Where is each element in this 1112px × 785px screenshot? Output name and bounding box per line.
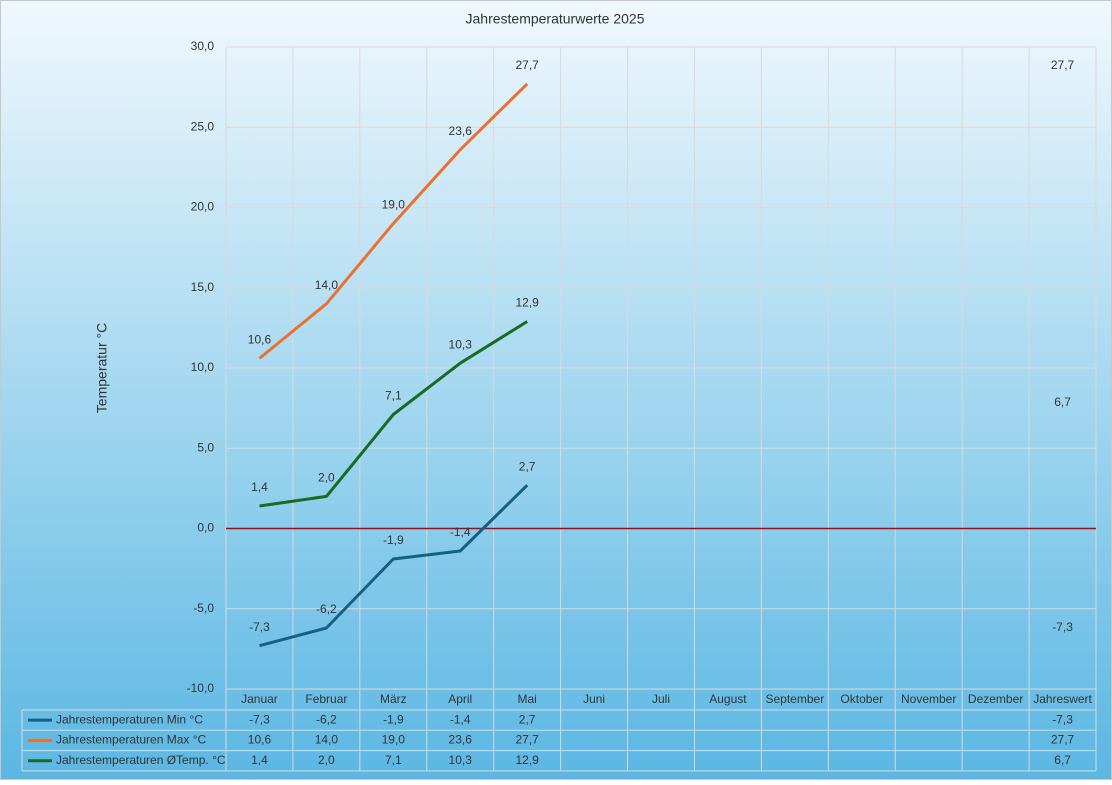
y-tick-label: -5,0: [193, 601, 214, 615]
table-cell: -7,3: [1052, 712, 1073, 726]
table-cell: -7,3: [249, 712, 270, 726]
y-tick-label: 20,0: [191, 200, 215, 214]
x-tick-label: Januar: [241, 692, 278, 706]
legend-label: Jahrestemperaturen Min °C: [56, 712, 203, 726]
y-tick-label: 10,0: [191, 360, 215, 374]
table-cell: 6,7: [1054, 753, 1071, 767]
x-tick-label: Jahreswert: [1033, 692, 1092, 706]
data-label: 27,7: [1051, 58, 1075, 72]
y-tick-label: 5,0: [197, 440, 214, 454]
x-tick-label: April: [448, 692, 472, 706]
data-label: 14,0: [315, 278, 339, 292]
data-label: -1,4: [450, 525, 471, 539]
data-label: 1,4: [251, 480, 268, 494]
y-tick-label: 15,0: [191, 280, 215, 294]
table-cell: 12,9: [515, 753, 539, 767]
legend-label: Jahrestemperaturen ØTemp. °C: [56, 753, 226, 767]
data-label: 10,3: [449, 337, 473, 351]
x-tick-label: Juli: [652, 692, 670, 706]
table-cell: -6,2: [316, 712, 337, 726]
x-tick-label: Dezember: [968, 692, 1023, 706]
table-cell: 19,0: [382, 733, 406, 747]
y-tick-label: 25,0: [191, 119, 215, 133]
data-label: 12,9: [515, 296, 539, 310]
data-label: -6,2: [316, 602, 337, 616]
x-tick-label: November: [901, 692, 956, 706]
y-tick-label: 30,0: [191, 39, 215, 53]
table-cell: 10,3: [449, 753, 473, 767]
y-axis-title: Temperatur °C: [94, 323, 110, 413]
data-label: 27,7: [515, 58, 539, 72]
data-label: 2,7: [519, 459, 536, 473]
y-tick-label: 0,0: [197, 521, 214, 535]
table-cell: 1,4: [251, 753, 268, 767]
data-label: 7,1: [385, 389, 402, 403]
data-label: 19,0: [382, 198, 406, 212]
table-cell: -1,4: [450, 712, 471, 726]
data-label: 23,6: [449, 124, 473, 138]
x-tick-label: September: [765, 692, 824, 706]
table-cell: 2,7: [519, 712, 536, 726]
x-tick-label: Februar: [305, 692, 347, 706]
x-tick-label: August: [709, 692, 747, 706]
legend-label: Jahrestemperaturen Max °C: [56, 733, 207, 747]
table-cell: -1,9: [383, 712, 404, 726]
table-cell: 7,1: [385, 753, 402, 767]
table-cell: 14,0: [315, 733, 339, 747]
table-cell: 10,6: [248, 733, 272, 747]
x-tick-label: Oktober: [840, 692, 883, 706]
table-cell: 2,0: [318, 753, 335, 767]
data-label: -1,9: [383, 533, 404, 547]
chart-title: Jahrestemperaturwerte 2025: [466, 11, 645, 27]
data-label: 10,6: [248, 333, 272, 347]
x-tick-label: Mai: [517, 692, 536, 706]
table-cell: 27,7: [515, 733, 539, 747]
data-label: -7,3: [1052, 620, 1073, 634]
table-cell: 27,7: [1051, 733, 1075, 747]
data-label: 2,0: [318, 471, 335, 485]
x-tick-label: März: [380, 692, 407, 706]
table-cell: 23,6: [449, 733, 473, 747]
data-label: 6,7: [1054, 395, 1071, 409]
y-tick-label: -10,0: [187, 681, 215, 695]
x-tick-label: Juni: [583, 692, 605, 706]
data-label: -7,3: [249, 620, 270, 634]
